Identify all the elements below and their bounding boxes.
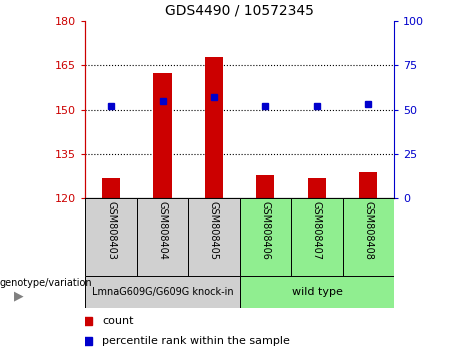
Text: wild type: wild type: [291, 287, 343, 297]
Text: GSM808405: GSM808405: [209, 201, 219, 259]
Bar: [343, 198, 394, 276]
Text: count: count: [102, 316, 134, 326]
Bar: [205, 57, 223, 198]
Bar: [308, 178, 326, 198]
Text: LmnaG609G/G609G knock-in: LmnaG609G/G609G knock-in: [92, 287, 233, 297]
Bar: [85, 198, 137, 276]
Bar: [188, 198, 240, 276]
Text: genotype/variation: genotype/variation: [0, 278, 93, 288]
Bar: [137, 198, 188, 276]
Bar: [102, 178, 120, 198]
Text: percentile rank within the sample: percentile rank within the sample: [102, 336, 290, 346]
Text: GSM808404: GSM808404: [158, 201, 167, 259]
Text: GSM808407: GSM808407: [312, 201, 322, 259]
Bar: [291, 198, 343, 276]
Bar: [240, 276, 394, 308]
Bar: [240, 198, 291, 276]
Bar: [154, 73, 171, 198]
Text: GSM808406: GSM808406: [260, 201, 271, 259]
Bar: [256, 175, 274, 198]
Text: GSM808408: GSM808408: [363, 201, 373, 259]
Bar: [85, 276, 240, 308]
Bar: [360, 172, 378, 198]
Text: ▶: ▶: [14, 289, 24, 302]
Title: GDS4490 / 10572345: GDS4490 / 10572345: [165, 3, 314, 17]
Text: GSM808403: GSM808403: [106, 201, 116, 259]
